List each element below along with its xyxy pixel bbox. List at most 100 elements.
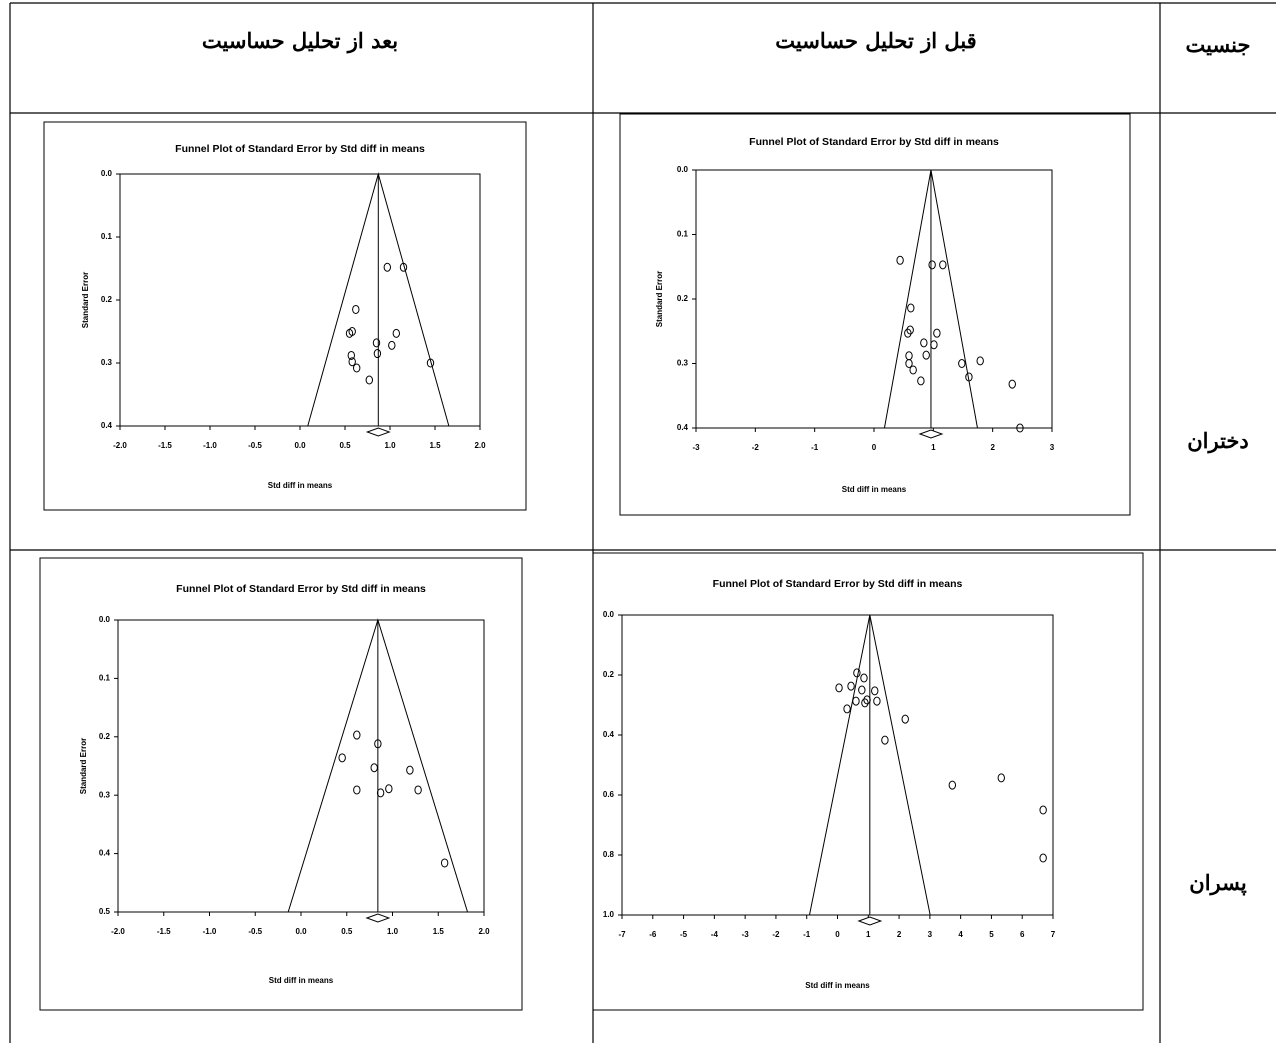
study-point [901,714,909,724]
study-point [860,673,868,683]
study-point [383,262,391,272]
study-point [920,338,928,348]
y-tick-label: 0.1 [99,674,111,683]
y-tick-label: 0.0 [603,610,615,619]
x-tick-label: 2.0 [478,927,490,936]
chart-title: Funnel Plot of Standard Error by Std dif… [176,583,426,595]
x-tick-label: -0.5 [248,441,262,450]
y-tick-label: 0.4 [603,730,615,739]
study-point [345,328,354,338]
x-tick-label: 3 [1050,443,1055,452]
study-point [896,255,904,265]
summary-diamond [365,913,391,923]
y-tick-label: 0.2 [603,670,615,679]
study-point [965,372,973,382]
x-tick-label: 6 [1020,930,1025,939]
study-point [852,696,860,706]
x-tick-label: 7 [1051,930,1056,939]
y-tick-label: 0.8 [603,850,615,859]
chart-frame [39,557,523,1011]
study-point [1039,805,1047,815]
x-tick-label: -1.5 [158,441,172,450]
funnel [287,618,469,913]
chart-title: Funnel Plot of Standard Error by Std dif… [749,136,999,148]
y-tick-label: 0.3 [101,358,113,367]
x-tick-label: -2 [752,443,760,452]
y-tick-label: 0.2 [101,295,113,304]
x-tick-label: -5 [680,930,688,939]
summary-diamond [918,429,944,439]
study-point [853,668,861,678]
study-point [863,695,871,705]
x-tick-label: -2 [772,930,780,939]
x-axis-label: Std diff in means [268,481,333,490]
x-tick-label: 1.0 [384,441,396,450]
study-point [909,365,917,375]
study-point [348,357,356,367]
x-tick-label: 2 [990,443,995,452]
study-point [881,735,889,745]
study-point [907,303,915,313]
y-tick-label: 0.0 [677,165,689,174]
x-tick-label: -4 [711,930,719,939]
study-point [933,328,941,338]
study-point [997,773,1005,783]
study-point [372,338,381,348]
study-point [861,698,869,708]
study-point [352,304,360,314]
y-tick-label: 0.6 [603,790,615,799]
x-tick-label: -1.5 [157,927,171,936]
plot-area [695,169,1053,429]
y-tick-label: 0.1 [101,232,113,241]
funnel [307,172,450,427]
y-tick-label: 0.0 [101,169,113,178]
study-point [976,356,984,366]
x-tick-label: -3 [692,443,700,452]
study-point [1008,379,1016,389]
x-tick-label: 1 [866,930,871,939]
x-tick-label: 4 [958,930,963,939]
study-point [365,375,373,385]
x-tick-label: 2 [897,930,902,939]
study-point [906,325,914,335]
study-point [353,363,361,373]
x-tick-label: 0 [835,930,840,939]
study-point [843,704,851,714]
study-point [922,350,930,360]
summary-diamond [857,916,883,926]
study-point [905,351,913,361]
study-point [958,359,966,368]
funnel [808,614,931,916]
summary-diamond [365,427,391,437]
study-point [871,686,879,696]
x-tick-label: -1 [811,443,819,452]
study-point [406,765,414,775]
study-point [373,349,382,359]
y-tick-label: 0.2 [99,732,111,741]
study-point [928,260,936,270]
study-point [347,350,355,360]
study-point [392,328,400,338]
y-tick-label: 1.0 [603,910,615,919]
study-point [939,260,947,270]
header-cell: بعد از تحلیل حساسیت [202,28,398,54]
y-axis-label: Standard Error [81,272,90,328]
study-point [904,328,912,338]
x-tick-label: -6 [649,930,657,939]
y-tick-label: 0.2 [677,294,689,303]
y-tick-label: 0.1 [677,230,689,239]
x-tick-label: -7 [618,930,626,939]
study-point [414,785,422,795]
x-tick-label: 0.5 [339,441,351,450]
chart-frame [619,113,1131,516]
x-tick-label: 1.0 [387,927,399,936]
funnel [883,169,978,429]
y-axis-label: Standard Error [655,271,664,327]
x-tick-label: 1.5 [429,441,441,450]
chart-frame [43,121,527,511]
x-tick-label: 2.0 [474,441,486,450]
study-point [370,763,378,773]
y-tick-label: 0.4 [101,421,113,430]
study-point [376,788,385,798]
